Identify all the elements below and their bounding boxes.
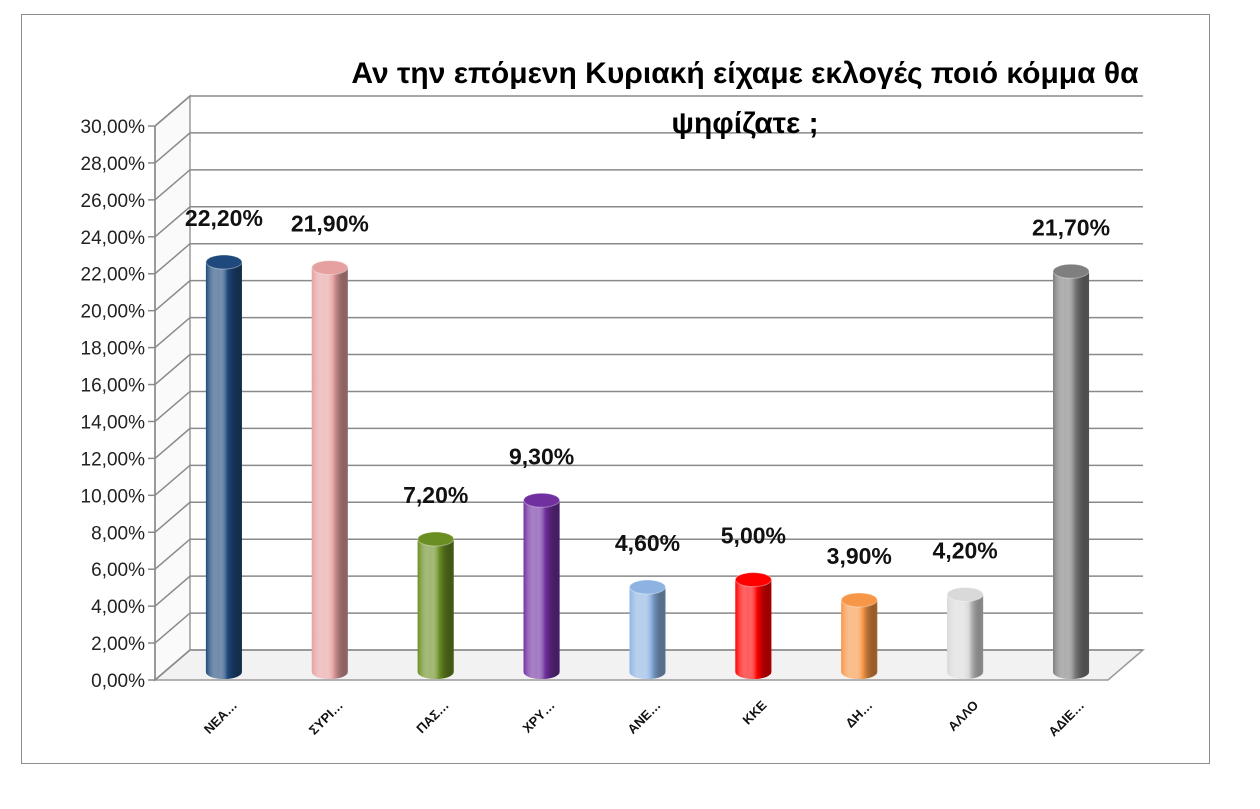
x-tick-label: ΧΡΥ… (520, 698, 558, 736)
bar (311, 260, 349, 680)
y-tick-label: 16,00% (81, 376, 146, 397)
x-tick-label: ΑΝΕ… (624, 698, 663, 737)
left-wall (154, 94, 191, 682)
bar-top (946, 586, 984, 602)
gridline (154, 427, 1143, 459)
gridline (154, 169, 1143, 201)
y-tick-label: 8,00% (91, 523, 145, 544)
data-label: 21,90% (291, 211, 369, 237)
data-label: 4,60% (615, 530, 680, 556)
bars (205, 254, 1090, 680)
data-label: 22,20% (185, 205, 263, 231)
y-tick-label: 22,00% (81, 265, 146, 286)
x-tick-label: ΚΚΕ (739, 697, 769, 727)
bar (946, 586, 984, 680)
y-tick-label: 18,00% (81, 339, 146, 360)
bar-shading (205, 262, 242, 680)
bar-top (1052, 263, 1090, 279)
bar-shading (311, 267, 348, 680)
bar-shading (523, 500, 560, 680)
bar-shading (1053, 271, 1090, 680)
x-tick-label: ΑΔΙΕ… (1045, 698, 1087, 740)
gridline (154, 132, 1143, 164)
gridline (154, 538, 1143, 570)
gridline (154, 242, 1143, 275)
y-tick-label: 6,00% (91, 560, 145, 581)
bar-top (734, 572, 772, 588)
bar (523, 492, 561, 680)
gridline (154, 95, 1143, 127)
y-tick-label: 2,00% (91, 634, 145, 655)
y-tick-label: 14,00% (81, 412, 146, 433)
y-tick-label: 24,00% (81, 228, 146, 249)
data-label: 9,30% (509, 443, 574, 469)
bar (840, 592, 878, 680)
gridline (154, 316, 1143, 349)
y-tick-label: 20,00% (81, 302, 146, 323)
bar-shading (417, 539, 454, 680)
data-label: 7,20% (403, 482, 468, 508)
bar-top (417, 531, 455, 547)
bar-top (629, 579, 666, 595)
bar-shading (629, 587, 666, 680)
x-tick-label: ΑΛΛΟ (945, 698, 981, 734)
gridline (154, 206, 1143, 238)
data-label: 21,70% (1032, 214, 1110, 240)
x-tick-label: ΝΕΑ… (201, 698, 240, 737)
bar (629, 579, 666, 680)
data-label: 4,20% (933, 537, 998, 563)
bar-shading (947, 594, 984, 680)
gridline (154, 649, 1143, 681)
bar (417, 531, 455, 680)
data-labels: 22,20% 21,90% 7,20% 9,30% 4,60% 5,00% 3,90% 4,2… (185, 205, 1110, 569)
bar-top (205, 254, 243, 270)
bar-top (311, 260, 349, 276)
y-tick-label: 12,00% (81, 449, 146, 470)
y-tick-label: 28,00% (81, 154, 146, 175)
y-tick-label: 0,00% (91, 671, 145, 692)
chart-title-line-1: Αν την επόμενη Κυριακή είχαμε εκλογές πο… (351, 57, 1139, 90)
gridline (154, 612, 1143, 644)
bar-top (840, 592, 878, 608)
bar (1052, 263, 1090, 680)
data-label: 3,90% (827, 543, 892, 569)
bar (734, 572, 772, 680)
x-tick-label: ΔΗ… (842, 698, 875, 731)
data-label: 5,00% (721, 523, 786, 549)
y-axis-ticks: 0,00% 2,00% 4,00% 6,00% 8,00% 10,00% 12,00% 14,… (81, 117, 156, 692)
y-tick-label: 30,00% (81, 117, 146, 138)
x-axis-labels: ΝΕΑ… ΣΥΡΙ… ΠΑΣ… ΧΡΥ… ΑΝΕ… ΚΚΕ ΔΗ… ΑΛΛΟ ΑΔΙΕ… (201, 697, 1087, 739)
x-tick-label: ΣΥΡΙ… (306, 698, 346, 738)
bar (205, 254, 243, 680)
bar-shading (841, 599, 878, 680)
gridline (154, 279, 1143, 312)
chart-title-line-2: ψηφίζατε ; (671, 107, 818, 140)
gridlines (154, 95, 1143, 681)
y-tick-label: 4,00% (91, 597, 145, 618)
y-tick-label: 10,00% (81, 486, 146, 507)
gridline (154, 464, 1143, 496)
bar-shading (735, 579, 772, 680)
gridline (154, 390, 1143, 423)
gridline (154, 501, 1143, 533)
y-tick-label: 26,00% (81, 191, 146, 212)
bar-top (523, 492, 561, 508)
x-tick-label: ΠΑΣ… (413, 698, 452, 737)
gridline (154, 353, 1143, 386)
gridline (154, 575, 1143, 607)
